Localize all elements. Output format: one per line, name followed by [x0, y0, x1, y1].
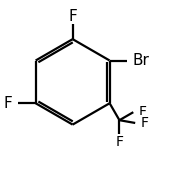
Text: F: F — [4, 96, 13, 111]
Text: Br: Br — [133, 53, 150, 68]
Text: F: F — [141, 116, 149, 130]
Text: F: F — [115, 135, 124, 149]
Text: F: F — [68, 9, 77, 23]
Text: F: F — [139, 105, 147, 119]
